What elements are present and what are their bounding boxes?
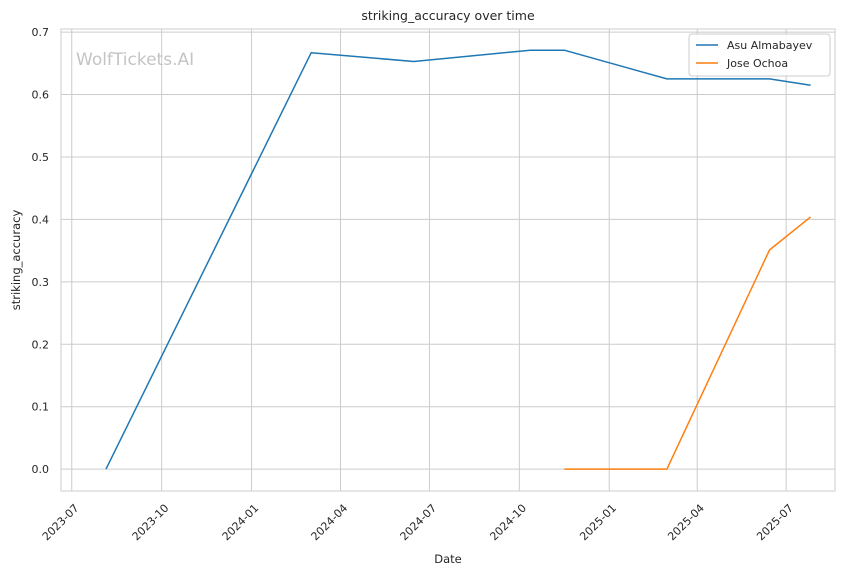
x-tick-label: 2025-01 — [577, 502, 619, 544]
y-tick-label: 0.4 — [32, 213, 50, 226]
x-tick-label: 2024-07 — [398, 502, 440, 544]
x-tick-label: 2023-10 — [130, 502, 172, 544]
x-axis-label: Date — [434, 552, 462, 566]
legend-label: Asu Almabayev — [727, 39, 813, 52]
y-axis-label: striking_accuracy — [9, 210, 23, 311]
x-axis: 2023-07 2023-10 2024-01 2024-04 2024-07 2024-… — [40, 502, 796, 544]
grid — [61, 29, 835, 491]
legend: Asu Almabayev Jose Ochoa — [689, 34, 830, 76]
y-tick-label: 0.5 — [32, 151, 50, 164]
x-tick-label: 2024-04 — [309, 502, 351, 544]
plot-area — [61, 29, 835, 491]
legend-label: Jose Ochoa — [726, 57, 788, 70]
y-axis: 0.0 0.1 0.2 0.3 0.4 0.5 0.6 0.7 — [32, 26, 50, 476]
watermark: WolfTickets.AI — [76, 50, 194, 70]
x-tick-label: 2024-10 — [487, 502, 529, 544]
series-line-1 — [564, 217, 810, 469]
x-tick-label: 2025-07 — [754, 502, 796, 544]
y-tick-label: 0.7 — [32, 26, 50, 39]
x-tick-label: 2023-07 — [40, 502, 82, 544]
x-tick-label: 2025-04 — [665, 502, 707, 544]
x-tick-label: 2024-01 — [220, 502, 262, 544]
y-tick-label: 0.0 — [32, 463, 50, 476]
y-tick-label: 0.1 — [32, 401, 50, 414]
y-tick-label: 0.3 — [32, 276, 50, 289]
chart-title: striking_accuracy over time — [361, 8, 535, 23]
y-tick-label: 0.2 — [32, 338, 50, 351]
y-tick-label: 0.6 — [32, 89, 50, 102]
